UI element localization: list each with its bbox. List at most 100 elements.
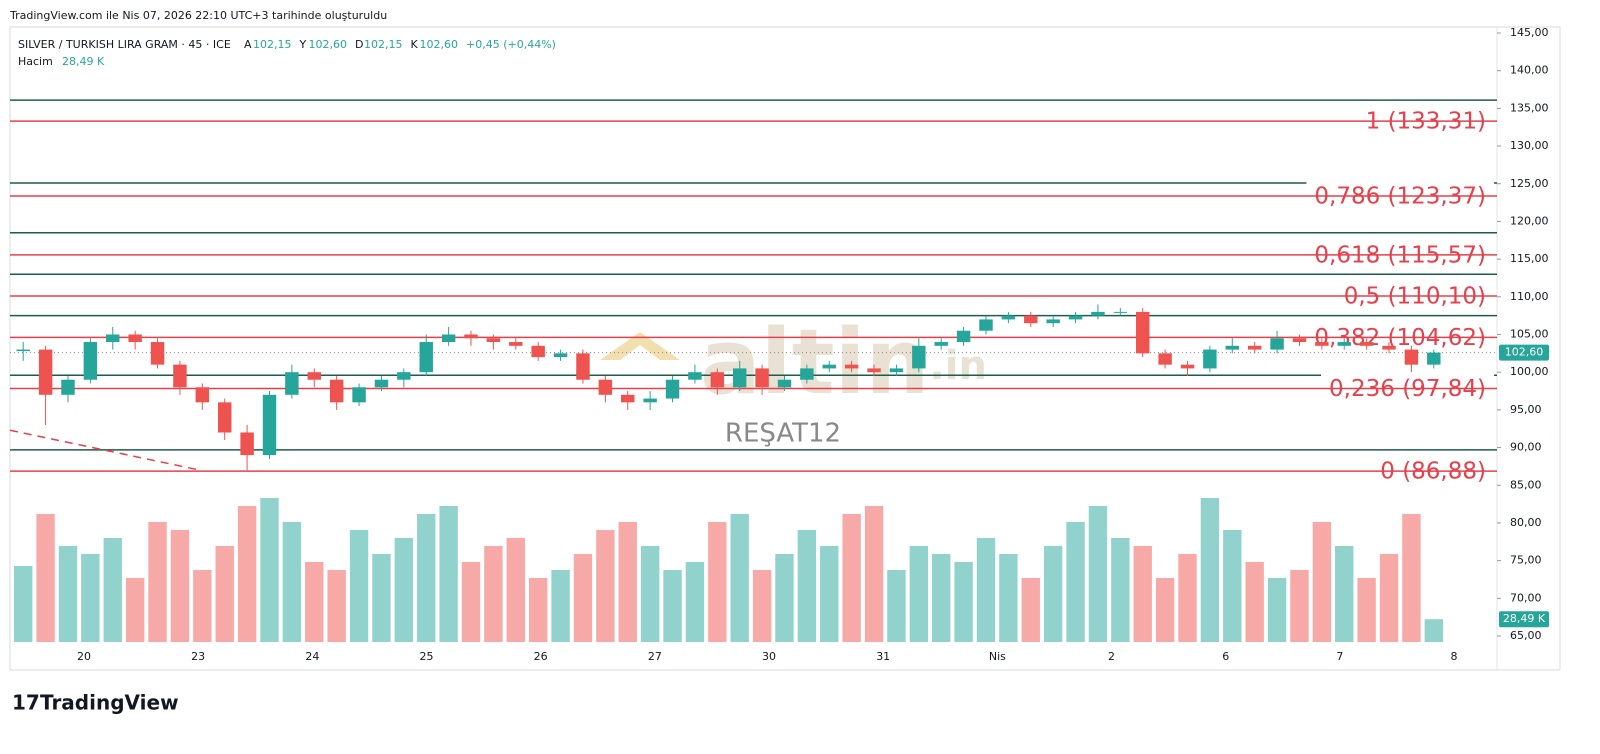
volume-bar xyxy=(14,566,33,642)
volume-bar xyxy=(999,554,1018,642)
volume-bar xyxy=(1200,498,1220,642)
y-tick-label: 125,00 xyxy=(1510,177,1549,190)
volume-bar xyxy=(932,554,951,642)
candle-body xyxy=(307,372,321,380)
volume-bar xyxy=(193,570,212,642)
volume-bar xyxy=(909,546,929,642)
candle-body xyxy=(867,368,881,373)
volume-bar xyxy=(103,538,122,642)
volume-bar xyxy=(1111,538,1130,642)
volume-bar xyxy=(573,554,593,642)
candle-body xyxy=(912,345,926,369)
watermark-suffix: .in xyxy=(930,343,987,389)
volume-bar xyxy=(282,522,302,642)
x-tick-label: 23 xyxy=(191,650,205,663)
candle-body xyxy=(1136,311,1150,354)
volume-bar xyxy=(663,570,682,642)
x-tick-label: 7 xyxy=(1336,650,1343,663)
volume-value: 28,49 K xyxy=(62,55,105,68)
volume-bar xyxy=(1402,514,1421,642)
candle-body xyxy=(397,372,411,380)
ohlc-key: Y xyxy=(299,38,307,51)
x-tick-label: 8 xyxy=(1451,650,1458,663)
volume-bar xyxy=(1155,578,1175,642)
candle-body xyxy=(934,342,948,346)
candle-body xyxy=(1180,364,1195,369)
x-tick-label: 25 xyxy=(420,650,434,663)
candle-body xyxy=(16,349,30,352)
volume-bar xyxy=(394,538,414,642)
y-tick-label: 70,00 xyxy=(1510,591,1542,604)
y-tick-label: 110,00 xyxy=(1510,290,1549,303)
y-tick-label: 135,00 xyxy=(1510,101,1549,114)
candle-body xyxy=(486,338,501,343)
candle-body xyxy=(262,394,277,456)
footer-logo: TradingView xyxy=(40,691,179,715)
volume-bar xyxy=(864,506,884,642)
volume-bar xyxy=(551,570,570,642)
candle-body xyxy=(621,394,635,403)
last-price-label: 102,60 xyxy=(1505,346,1544,359)
volume-bar xyxy=(305,562,324,642)
volume-bar xyxy=(439,506,458,642)
volume-bar xyxy=(618,522,637,642)
volume-bar xyxy=(1290,570,1309,642)
candle-body xyxy=(1046,319,1060,324)
change: +0,45 (+0,44%) xyxy=(466,38,556,51)
volume-bar xyxy=(349,530,369,642)
volume-bar xyxy=(81,554,100,642)
candle-body xyxy=(1113,311,1128,313)
volume-bar xyxy=(215,546,234,642)
volume-bar xyxy=(372,554,391,642)
x-tick-label: 27 xyxy=(648,650,662,663)
volume-bar xyxy=(327,570,346,642)
candle-body xyxy=(1337,342,1351,346)
last-price-badge xyxy=(1499,344,1549,361)
candle-body xyxy=(1315,342,1329,346)
x-tick-label: 24 xyxy=(305,650,319,663)
volume-bar xyxy=(976,538,996,642)
ohlc-value: 102,15 xyxy=(364,38,403,51)
candle-body xyxy=(1158,353,1172,365)
candle-body xyxy=(688,372,702,380)
candle-body xyxy=(732,368,747,388)
candle-body xyxy=(1091,311,1105,316)
ohlc-key: A xyxy=(244,38,252,51)
watermark-author: REŞAT12 xyxy=(725,419,841,449)
volume-bar xyxy=(36,514,55,642)
volume-bar xyxy=(1133,546,1152,642)
candle-body xyxy=(1427,352,1441,365)
candle-body xyxy=(665,379,680,399)
volume-bar xyxy=(148,522,167,642)
candle-body xyxy=(83,342,98,380)
candle-body xyxy=(419,342,433,373)
volume-bar xyxy=(1245,562,1264,642)
candle-body xyxy=(464,334,478,339)
volume-bar xyxy=(260,498,279,642)
volume-bar xyxy=(1223,530,1242,642)
volume-bar xyxy=(506,538,525,642)
candle-body xyxy=(755,368,769,388)
volume-label: Hacim xyxy=(18,55,53,68)
y-tick-label: 80,00 xyxy=(1510,516,1542,529)
volume-bar xyxy=(1424,619,1443,642)
y-tick-label: 90,00 xyxy=(1510,441,1542,454)
candle-body xyxy=(1382,345,1396,350)
watermark-brand-text: altin xyxy=(700,310,930,415)
x-tick-label: 6 xyxy=(1222,650,1229,663)
candle-body xyxy=(240,432,254,456)
y-tick-label: 75,00 xyxy=(1510,554,1542,567)
volume-bar xyxy=(170,530,190,642)
volume-badge xyxy=(1499,611,1549,628)
volume-bar xyxy=(820,546,839,642)
volume-bar xyxy=(640,546,660,642)
candle-body xyxy=(822,364,836,369)
volume-badge-label: 28,49 K xyxy=(1503,612,1546,625)
volume-bar xyxy=(708,522,727,642)
candle-body xyxy=(128,334,142,343)
volume-bar xyxy=(1357,578,1376,642)
ohlc-value: 102,60 xyxy=(309,38,348,51)
volume-bar xyxy=(461,562,481,642)
created-note: TradingView.com ile Nis 07, 2026 22:10 U… xyxy=(9,9,387,22)
volume-bar xyxy=(775,554,794,642)
